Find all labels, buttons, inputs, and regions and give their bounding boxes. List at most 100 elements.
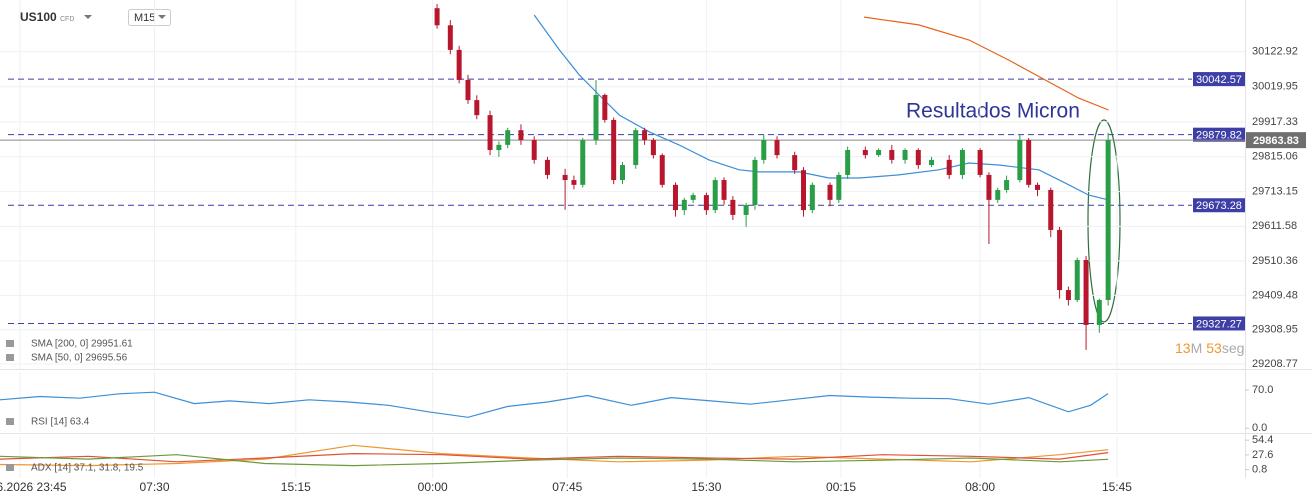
y-tick-label: 30019.95	[1252, 81, 1298, 93]
level-label-box	[1193, 127, 1245, 142]
dropdown-arrow[interactable]	[84, 15, 92, 19]
dropdown-arrow[interactable]	[158, 15, 166, 19]
candle-body	[1048, 189, 1054, 230]
candle-body	[889, 149, 895, 160]
y-tick-label: 29815.06	[1252, 151, 1298, 163]
candle-body	[544, 159, 550, 175]
candle-body	[620, 165, 625, 181]
y-tick-label: 29917.33	[1252, 116, 1298, 128]
candle-body	[712, 180, 718, 211]
y-tick-label: 29308.95	[1252, 324, 1298, 336]
x-tick-label: 07:30	[140, 480, 170, 494]
y-tick-label: 0.8	[1252, 464, 1267, 476]
x-tick-label: 15:45	[1102, 480, 1132, 494]
annotation: Resultados Micron	[906, 100, 1080, 123]
candle-body	[929, 159, 935, 166]
y-tick-label: 0.0	[1252, 422, 1267, 434]
candle-body	[580, 140, 586, 185]
countdown-minutes: 13	[1175, 340, 1191, 356]
indicator-line	[0, 444, 1109, 467]
candle-body	[1026, 140, 1032, 185]
candle-body	[465, 79, 471, 101]
candle-body	[593, 94, 599, 141]
legend-icon	[6, 418, 14, 425]
indicator-line	[0, 452, 1109, 463]
indicator-line	[863, 16, 1109, 111]
candle-body	[862, 149, 868, 156]
x-tick-label: 21.06.2026 23:45	[0, 480, 67, 494]
indicator-line	[0, 454, 1109, 467]
legend-entry: SMA [200, 0] 29951.61	[31, 339, 133, 350]
highlight-ellipse	[1087, 119, 1121, 323]
candle-body	[447, 25, 453, 50]
level-label-box	[1193, 198, 1245, 213]
legend-entry: SMA [50, 0] 29695.56	[31, 353, 128, 364]
candle-body	[602, 94, 608, 120]
candle-body	[1004, 180, 1010, 190]
candle-body	[1017, 140, 1023, 181]
x-tick-label: 00:00	[418, 480, 448, 494]
candle-body	[642, 130, 648, 141]
candle-body	[801, 170, 807, 211]
candle-body	[977, 149, 983, 175]
candle-body	[690, 195, 696, 200]
level-label: 29327.27	[1196, 318, 1242, 330]
candle-body	[496, 144, 502, 150]
y-tick-label: 29208.77	[1252, 358, 1298, 370]
timeframe[interactable]: M15	[134, 12, 155, 24]
candle-body	[703, 195, 709, 211]
candle-body	[611, 119, 617, 181]
x-tick-label: 15:15	[281, 480, 311, 494]
candle-body	[1065, 290, 1071, 300]
instrument-type: CFD	[60, 16, 74, 23]
candle-body	[827, 184, 833, 200]
countdown: 13M 53seg	[1175, 340, 1244, 356]
symbol[interactable]: US100	[20, 10, 57, 24]
y-tick-label: 29713.15	[1252, 186, 1298, 198]
countdown-seconds: 53	[1206, 340, 1222, 356]
countdown-min-unit: M	[1191, 340, 1203, 356]
candle-body	[633, 130, 639, 166]
candle-body	[995, 189, 1001, 200]
candle-body	[1105, 140, 1111, 300]
timeframe-box[interactable]	[128, 9, 171, 26]
candle-body	[434, 8, 440, 26]
legend-icon	[6, 464, 14, 471]
candle-body	[571, 180, 577, 185]
candle-body	[650, 140, 656, 156]
candle-body	[518, 130, 524, 141]
indicator-line	[0, 391, 1109, 418]
legend-entry: RSI [14] 63.4	[31, 417, 90, 428]
candle-body	[456, 49, 462, 80]
level-label: 30042.57	[1196, 74, 1242, 86]
y-tick-label: 29409.48	[1252, 289, 1298, 301]
candle-body	[1083, 260, 1089, 325]
y-tick-label: 27.6	[1252, 449, 1273, 461]
level-label-box	[1193, 316, 1245, 331]
candle-body	[761, 140, 767, 160]
candle-body	[774, 140, 780, 156]
legend-icon	[6, 340, 14, 347]
level-label: 29879.82	[1196, 130, 1242, 142]
candle-body	[1057, 229, 1063, 291]
candle-body	[474, 100, 480, 116]
candle-body	[681, 199, 687, 211]
candle-body	[730, 199, 736, 215]
y-tick-label: 54.4	[1252, 434, 1273, 446]
y-tick-label: 30122.92	[1252, 46, 1298, 58]
candle-body	[743, 205, 749, 215]
countdown-sec-unit: seg	[1222, 340, 1245, 356]
candle-body	[752, 159, 758, 205]
candle-body	[836, 174, 842, 200]
candle-body	[1035, 184, 1040, 190]
legend-entry: ADX [14] 37.1, 31.8, 19.5	[31, 463, 144, 474]
candle-body	[1074, 260, 1080, 300]
candle-body	[902, 149, 908, 160]
candle-body	[915, 149, 921, 166]
y-tick-label: 70.0	[1252, 384, 1273, 396]
x-tick-label: 07:45	[552, 480, 582, 494]
candle-body	[659, 155, 665, 185]
x-tick-label: 15:30	[691, 480, 721, 494]
candle-body	[809, 184, 815, 211]
candle-body	[531, 140, 537, 160]
